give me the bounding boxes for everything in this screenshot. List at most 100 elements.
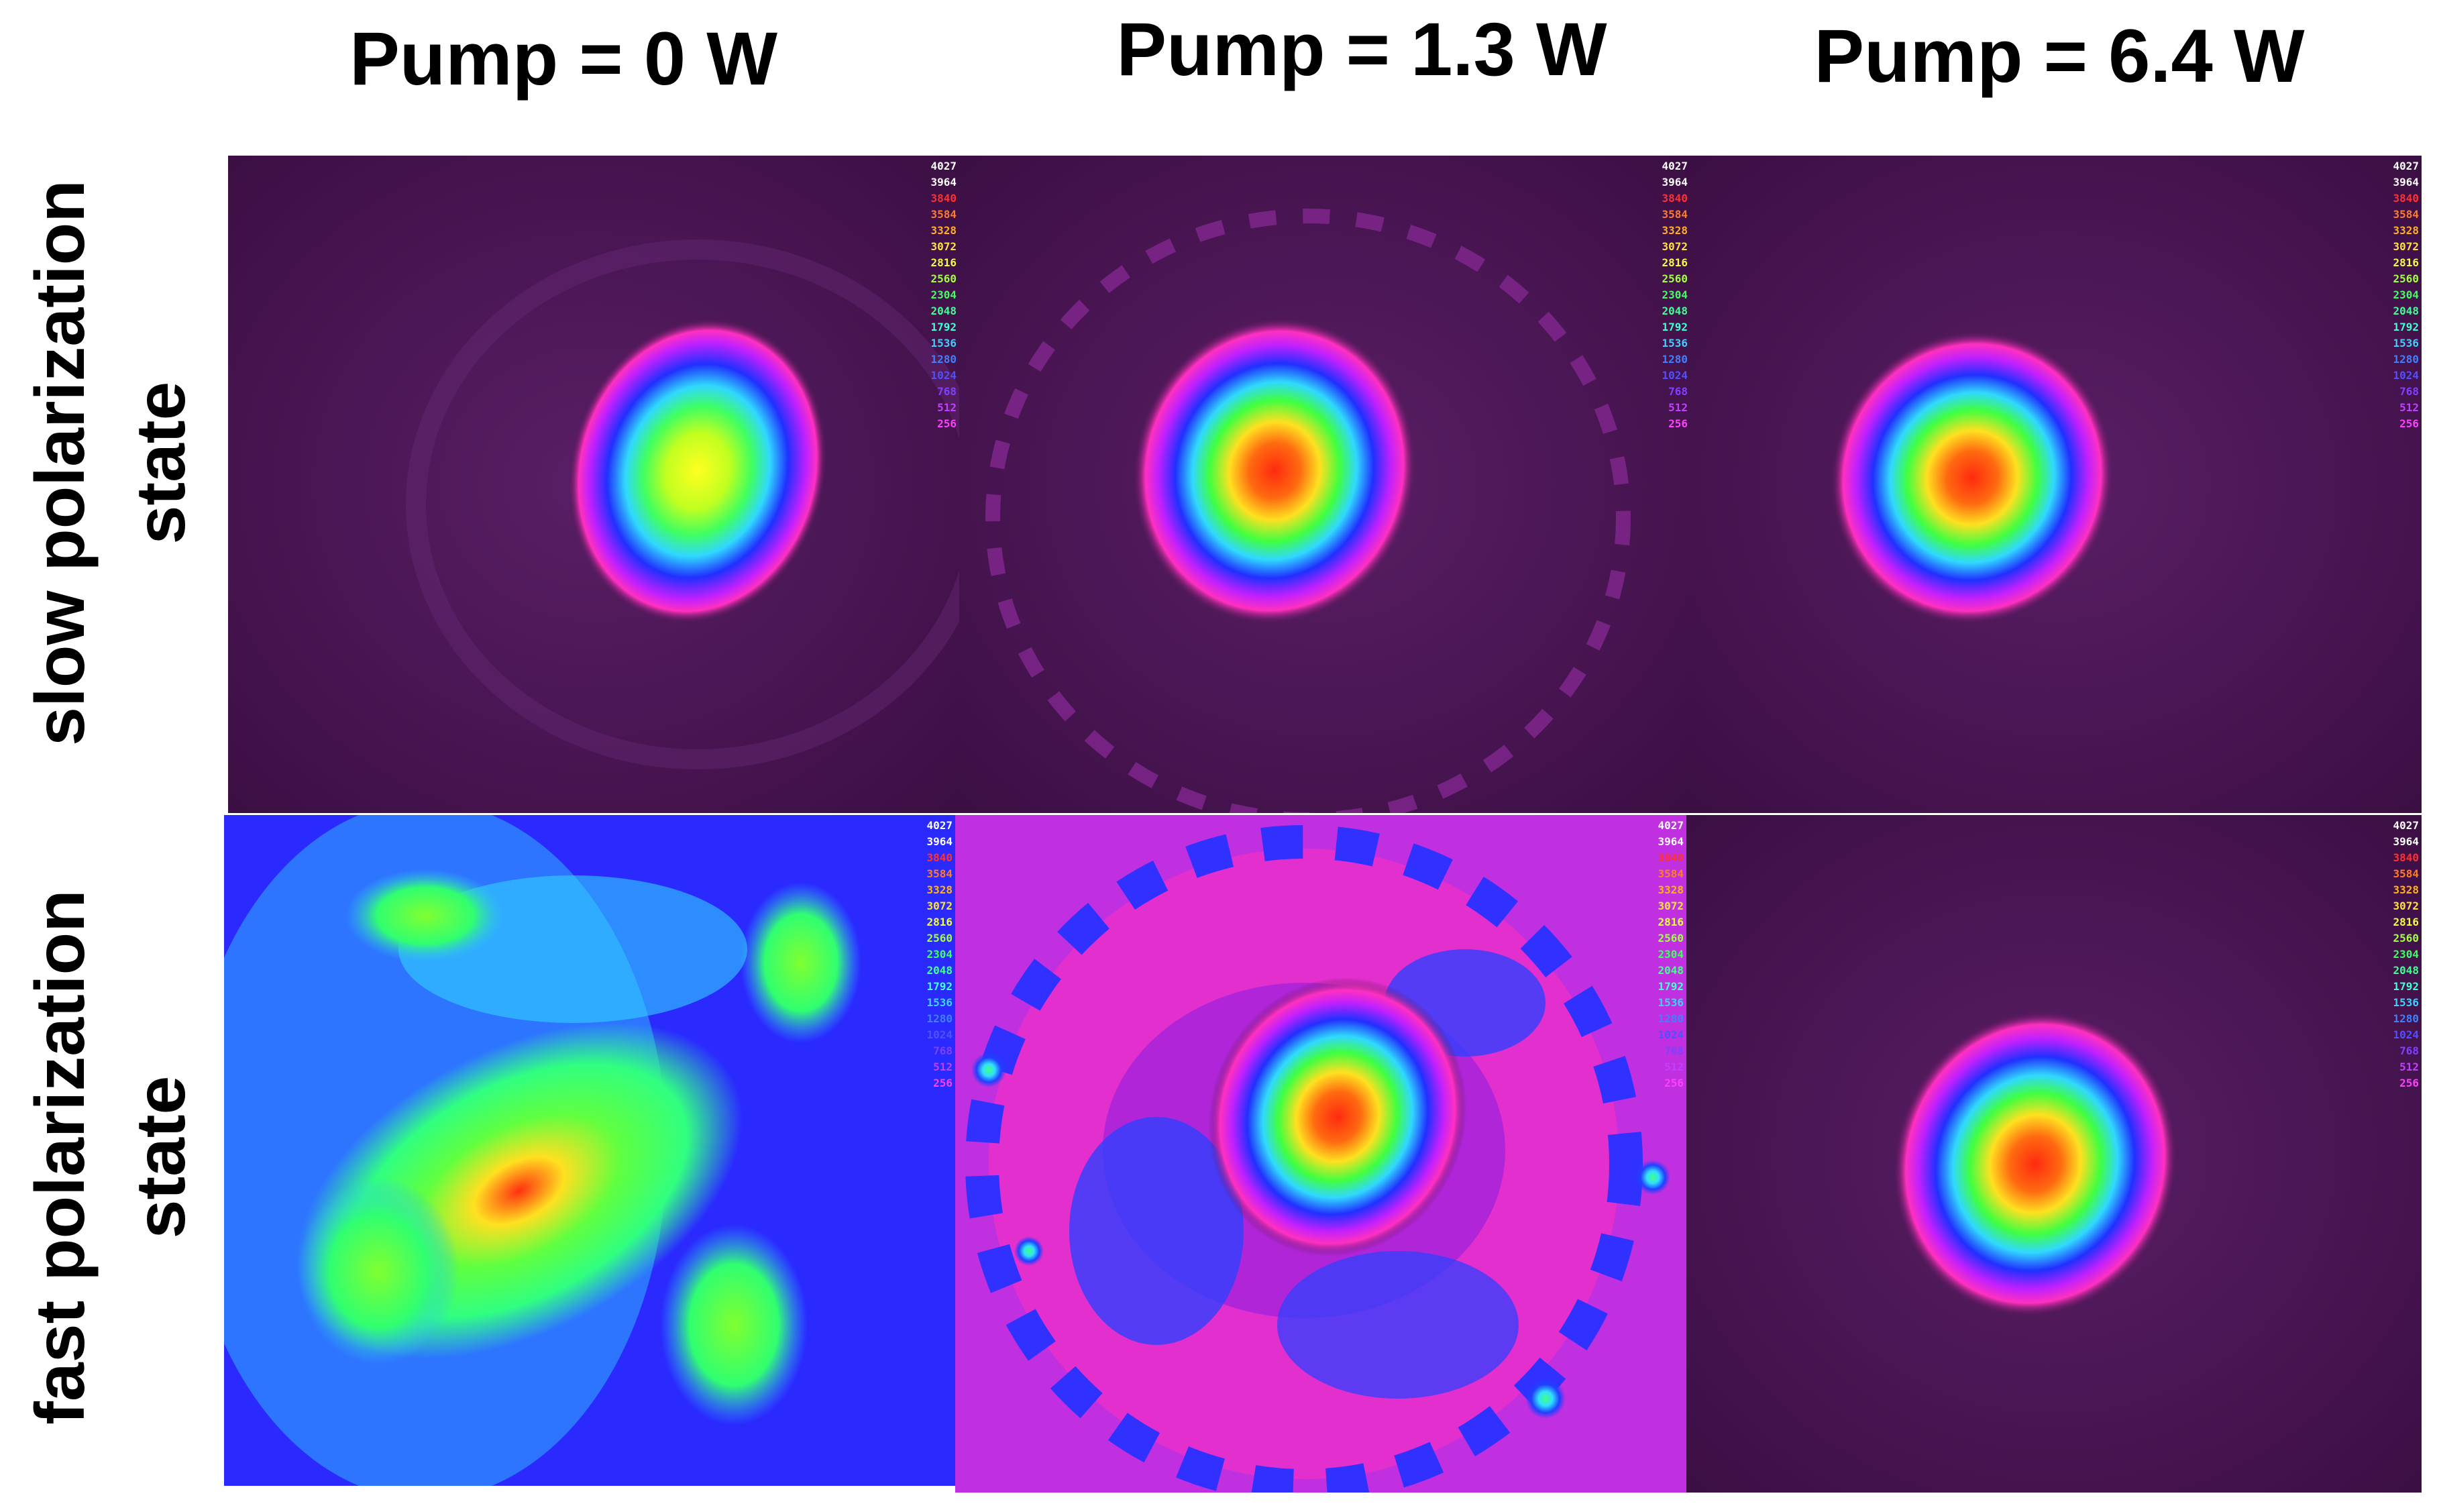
color-scale-value: 2048 [1658, 964, 1684, 977]
color-scale-value: 256 [933, 1077, 953, 1089]
color-scale-value: 1280 [1658, 1012, 1684, 1025]
color-scale-value: 3584 [1658, 867, 1684, 880]
color-scale-value: 1536 [926, 996, 953, 1009]
color-scale-value: 3840 [2393, 192, 2419, 205]
color-scale-value: 1024 [926, 1028, 953, 1041]
color-scale-value: 2304 [926, 948, 953, 961]
color-scale-value: 3584 [1662, 208, 1688, 221]
row-header-fast: fast polarization state [0, 812, 221, 1503]
color-scale-value: 512 [933, 1061, 953, 1073]
color-scale-value: 2560 [930, 272, 957, 285]
color-scale-value: 512 [2399, 401, 2419, 414]
color-scale-value: 2048 [926, 964, 953, 977]
color-scale-value: 3964 [1658, 835, 1684, 848]
color-scale-value: 3328 [1658, 883, 1684, 896]
color-scale-value: 3328 [2393, 883, 2419, 896]
color-scale-value: 1536 [2393, 996, 2419, 1009]
color-scale-legend: 4027 3964 3840 3584 3328 3072 2816 2560 2304 2048… [2393, 158, 2419, 432]
color-scale-legend: 4027 3964 3840 3584 3328 3072 2816 2560 2304 2048… [1658, 818, 1684, 1091]
color-scale-value: 256 [1668, 417, 1688, 430]
column-header-pump-1-3w: Pump = 1.3 W [1116, 7, 1607, 91]
color-scale-value: 3328 [2393, 224, 2419, 237]
color-scale-value: 2560 [2393, 932, 2419, 944]
beam-image-slow-1-3w: 4027 3964 3840 3584 3328 3072 2816 2560 2304 2048… [959, 156, 1690, 813]
color-scale-value: 256 [2399, 1077, 2419, 1089]
color-scale-value: 2816 [1658, 916, 1684, 928]
color-scale-value: 3072 [1658, 900, 1684, 912]
color-scale-value: 256 [1664, 1077, 1684, 1089]
color-scale-value: 3964 [2393, 176, 2419, 188]
color-scale-legend: 4027 3964 3840 3584 3328 3072 2816 2560 2304 2048… [926, 818, 953, 1091]
color-scale-value: 3328 [1662, 224, 1688, 237]
color-scale-value: 3072 [2393, 240, 2419, 253]
color-scale-value: 4027 [2393, 160, 2419, 172]
color-scale-value: 3072 [926, 900, 953, 912]
color-scale-value: 3328 [930, 224, 957, 237]
color-scale-value: 1792 [930, 321, 957, 333]
beam-image-slow-0w: 4027 3964 3840 3584 3328 3072 2816 2560 2304 2048… [228, 156, 959, 813]
color-scale-value: 3584 [926, 867, 953, 880]
row-header-slow-line2: state [122, 381, 200, 545]
color-scale-value: 2816 [926, 916, 953, 928]
beam-image-slow-6-4w: 4027 3964 3840 3584 3328 3072 2816 2560 2304 2048… [1690, 156, 2422, 813]
color-scale-value: 768 [933, 1044, 953, 1057]
color-scale-value: 4027 [2393, 819, 2419, 832]
color-scale-value: 2304 [1658, 948, 1684, 961]
color-scale-value: 1024 [930, 369, 957, 382]
column-header-pump-0w: Pump = 0 W [349, 17, 777, 101]
color-scale-value: 512 [2399, 1061, 2419, 1073]
color-scale-value: 1280 [926, 1012, 953, 1025]
color-scale-value: 2560 [2393, 272, 2419, 285]
color-scale-value: 3964 [1662, 176, 1688, 188]
color-scale-value: 3840 [2393, 851, 2419, 864]
color-scale-value: 768 [2399, 1044, 2419, 1057]
color-scale-value: 1280 [2393, 1012, 2419, 1025]
color-scale-value: 3584 [930, 208, 957, 221]
color-scale-value: 4027 [926, 819, 953, 832]
color-scale-value: 2304 [2393, 288, 2419, 301]
color-scale-value: 3840 [926, 851, 953, 864]
row-header-slow: slow polarization state [0, 134, 221, 792]
color-scale-value: 768 [1668, 385, 1688, 398]
color-scale-value: 3584 [2393, 208, 2419, 221]
color-scale-legend: 4027 3964 3840 3584 3328 3072 2816 2560 2304 2048… [2393, 818, 2419, 1091]
beam-image-fast-6-4w: 4027 3964 3840 3584 3328 3072 2816 2560 2304 2048… [1686, 815, 2422, 1493]
beam-image-fast-1-3w: 4027 3964 3840 3584 3328 3072 2816 2560 2304 2048… [955, 815, 1686, 1493]
color-scale-value: 1536 [930, 337, 957, 349]
color-scale-value: 768 [1664, 1044, 1684, 1057]
color-scale-value: 3584 [2393, 867, 2419, 880]
color-scale-value: 3964 [2393, 835, 2419, 848]
color-scale-value: 1280 [1662, 353, 1688, 366]
color-scale-value: 2560 [1658, 932, 1684, 944]
color-scale-value: 2304 [930, 288, 957, 301]
color-scale-value: 4027 [1658, 819, 1684, 832]
color-scale-value: 2304 [1662, 288, 1688, 301]
color-scale-value: 1280 [2393, 353, 2419, 366]
color-scale-value: 256 [937, 417, 957, 430]
color-scale-value: 768 [2399, 385, 2419, 398]
color-scale-value: 3840 [1658, 851, 1684, 864]
color-scale-value: 2048 [930, 305, 957, 317]
color-scale-value: 3072 [930, 240, 957, 253]
color-scale-value: 3840 [930, 192, 957, 205]
color-scale-value: 2816 [930, 256, 957, 269]
color-scale-value: 1792 [1662, 321, 1688, 333]
color-scale-value: 512 [937, 401, 957, 414]
color-scale-value: 1536 [1662, 337, 1688, 349]
color-scale-value: 1024 [1662, 369, 1688, 382]
color-scale-value: 1792 [2393, 321, 2419, 333]
color-scale-value: 3840 [1662, 192, 1688, 205]
color-scale-value: 512 [1664, 1061, 1684, 1073]
color-scale-value: 3072 [2393, 900, 2419, 912]
color-scale-value: 2816 [2393, 256, 2419, 269]
color-scale-value: 4027 [1662, 160, 1688, 172]
color-scale-value: 3964 [926, 835, 953, 848]
color-scale-value: 2816 [1662, 256, 1688, 269]
color-scale-value: 3328 [926, 883, 953, 896]
color-scale-value: 2048 [2393, 964, 2419, 977]
color-scale-value: 1792 [926, 980, 953, 993]
row-header-slow-line1: slow polarization [21, 180, 99, 746]
column-header-pump-6-4w: Pump = 6.4 W [1814, 14, 2305, 98]
color-scale-value: 3072 [1662, 240, 1688, 253]
color-scale-value: 1024 [1658, 1028, 1684, 1041]
